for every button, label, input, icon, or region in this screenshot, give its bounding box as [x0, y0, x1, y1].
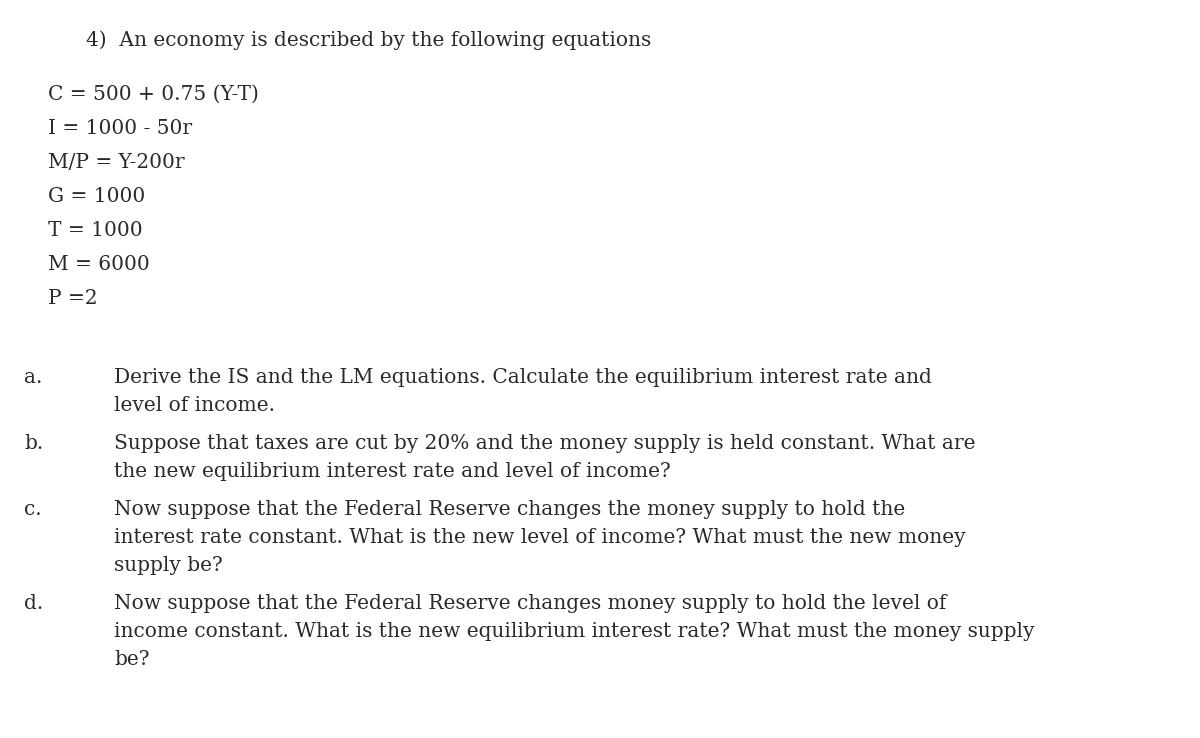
- Text: income constant. What is the new equilibrium interest rate? What must the money : income constant. What is the new equilib…: [114, 622, 1034, 641]
- Text: I = 1000 - 50r: I = 1000 - 50r: [48, 119, 192, 138]
- Text: G = 1000: G = 1000: [48, 187, 145, 206]
- Text: b.: b.: [24, 434, 43, 453]
- Text: interest rate constant. What is the new level of income? What must the new money: interest rate constant. What is the new …: [114, 528, 966, 547]
- Text: Now suppose that the Federal Reserve changes the money supply to hold the: Now suppose that the Federal Reserve cha…: [114, 500, 905, 519]
- Text: a.: a.: [24, 368, 42, 387]
- Text: 4)  An economy is described by the following equations: 4) An economy is described by the follow…: [86, 30, 652, 49]
- Text: M/P = Y-200r: M/P = Y-200r: [48, 153, 185, 172]
- Text: P =2: P =2: [48, 289, 97, 308]
- Text: level of income.: level of income.: [114, 396, 275, 415]
- Text: supply be?: supply be?: [114, 556, 223, 575]
- Text: Derive the IS and the LM equations. Calculate the equilibrium interest rate and: Derive the IS and the LM equations. Calc…: [114, 368, 932, 387]
- Text: be?: be?: [114, 650, 150, 669]
- Text: the new equilibrium interest rate and level of income?: the new equilibrium interest rate and le…: [114, 462, 671, 481]
- Text: Now suppose that the Federal Reserve changes money supply to hold the level of: Now suppose that the Federal Reserve cha…: [114, 594, 947, 613]
- Text: C = 500 + 0.75 (Y-T): C = 500 + 0.75 (Y-T): [48, 85, 259, 104]
- Text: T = 1000: T = 1000: [48, 221, 143, 240]
- Text: d.: d.: [24, 594, 43, 613]
- Text: M = 6000: M = 6000: [48, 255, 150, 274]
- Text: c.: c.: [24, 500, 42, 519]
- Text: Suppose that taxes are cut by 20% and the money supply is held constant. What ar: Suppose that taxes are cut by 20% and th…: [114, 434, 976, 453]
